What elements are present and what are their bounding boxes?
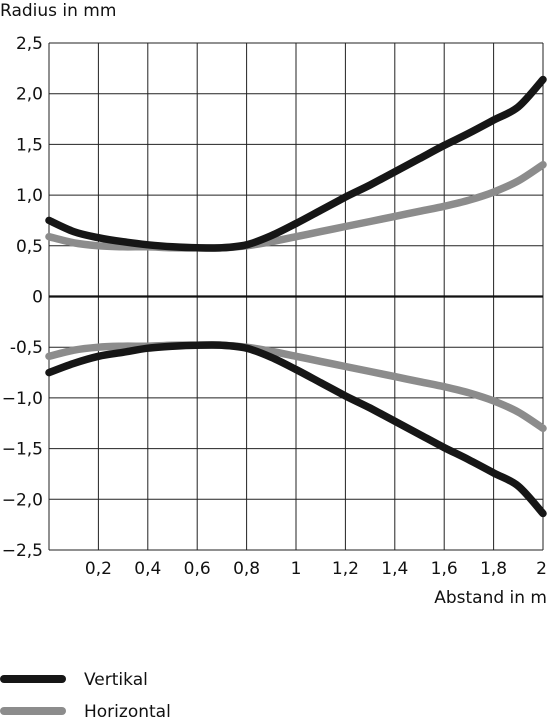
y-tick-label: −1,5	[2, 440, 43, 460]
legend-label-horizontal: Horizontal	[84, 702, 171, 720]
x-tick-label: 1,6	[431, 559, 458, 579]
x-tick-label: 0,2	[85, 559, 112, 579]
y-tick-label: −1,0	[2, 389, 43, 409]
grid	[48, 42, 544, 551]
y-tick-label: −2,5	[2, 541, 43, 561]
series-layer	[45, 75, 547, 518]
x-tick-label: 0,4	[134, 559, 161, 579]
y-axis-label: Radius in mm	[0, 1, 116, 21]
y-tick-label: 0	[32, 288, 43, 308]
y-tick-label: 1,0	[16, 186, 43, 206]
x-tick-label: 1,8	[480, 559, 507, 579]
x-tick-label: 0,6	[184, 559, 211, 579]
x-tick-label: 1,4	[381, 559, 408, 579]
y-tick-label: 2,0	[16, 85, 43, 105]
y-tick-label: 1,5	[16, 135, 43, 155]
x-axis-label: Abstand in m	[434, 588, 547, 608]
legend: Vertikal Horizontal	[0, 670, 171, 720]
y-tick-label: −2,0	[2, 490, 43, 510]
y-tick-label: -0,5	[10, 338, 43, 358]
series-line-horizontal-lower	[45, 341, 547, 433]
x-tick-label: 1	[291, 559, 302, 579]
x-tick-label: 1,2	[332, 559, 359, 579]
x-tick-label: 2	[536, 559, 547, 579]
x-tick-labels: 0,2 0,4 0,6 0,8 1 1,2 1,4 1,6 1,8 2	[85, 559, 547, 579]
series-line-vertikal-upper	[45, 75, 547, 252]
legend-label-vertikal: Vertikal	[84, 670, 148, 690]
y-tick-label: 2,5	[16, 34, 43, 54]
series-line-vertikal-lower	[45, 341, 547, 518]
x-tick-label: 0,8	[233, 559, 260, 579]
series-line-horizontal-upper	[45, 160, 547, 252]
y-tick-label: 0,5	[16, 237, 43, 257]
y-tick-labels: 2,5 2,0 1,5 1,0 0,5 0 -0,5 −1,0 −1,5 −2,0 −2,5	[2, 34, 43, 561]
